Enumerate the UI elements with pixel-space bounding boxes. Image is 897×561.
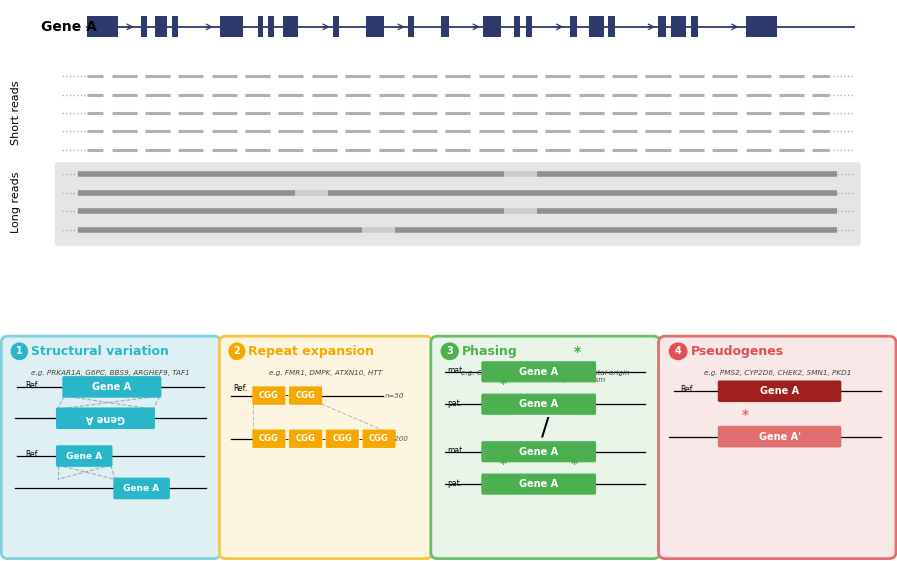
Bar — [658, 16, 666, 38]
FancyBboxPatch shape — [252, 387, 285, 404]
Text: 3: 3 — [447, 346, 453, 356]
Text: CGG: CGG — [296, 391, 316, 400]
Text: *: * — [500, 457, 507, 471]
Text: -: - — [358, 434, 362, 444]
FancyBboxPatch shape — [1, 336, 221, 559]
Text: Short reads: Short reads — [11, 81, 21, 145]
Bar — [514, 16, 519, 38]
Bar — [588, 16, 604, 38]
Text: Ref.: Ref. — [232, 384, 247, 393]
Circle shape — [12, 343, 28, 360]
Text: pat.: pat. — [448, 479, 463, 488]
Text: -: - — [284, 390, 289, 401]
FancyBboxPatch shape — [220, 336, 431, 559]
Circle shape — [229, 343, 245, 360]
Text: Gene A: Gene A — [66, 452, 102, 461]
Text: *: * — [742, 408, 748, 422]
FancyBboxPatch shape — [113, 477, 170, 499]
Text: Gene A: Gene A — [124, 484, 160, 493]
Text: CGG: CGG — [333, 434, 353, 443]
Text: *: * — [570, 457, 578, 471]
FancyBboxPatch shape — [55, 162, 861, 246]
Bar — [366, 16, 385, 38]
Text: Repeat expansion: Repeat expansion — [248, 345, 374, 358]
FancyBboxPatch shape — [326, 430, 359, 448]
Text: Ref.: Ref. — [26, 381, 40, 390]
Bar — [692, 16, 698, 38]
Bar — [268, 16, 274, 38]
Bar — [257, 16, 264, 38]
Text: Gene A: Gene A — [92, 382, 131, 392]
Bar — [408, 16, 414, 38]
Bar — [141, 16, 146, 38]
FancyBboxPatch shape — [289, 387, 322, 404]
Text: Pseudogenes: Pseudogenes — [691, 345, 784, 358]
Text: Gene A: Gene A — [519, 367, 558, 377]
Bar — [86, 16, 118, 38]
FancyBboxPatch shape — [431, 336, 660, 559]
Text: mat.: mat. — [448, 366, 466, 375]
Text: Phasing: Phasing — [462, 345, 518, 358]
Text: mat.: mat. — [448, 446, 466, 455]
Text: CGG: CGG — [259, 391, 279, 400]
Bar — [172, 16, 179, 38]
Text: e.g. PRKAR1A, G6PC, BBS9, ARGHEF9, TAF1: e.g. PRKAR1A, G6PC, BBS9, ARGHEF9, TAF1 — [31, 370, 190, 376]
Bar — [220, 16, 243, 38]
Text: /: / — [541, 416, 550, 440]
Text: Gene A: Gene A — [86, 413, 125, 423]
Bar — [155, 16, 167, 38]
Text: pat.: pat. — [448, 399, 463, 408]
Circle shape — [441, 343, 458, 360]
Text: e.g. PMS2, CYP2D6, CHEK2, SMN1, PKD1: e.g. PMS2, CYP2D6, CHEK2, SMN1, PKD1 — [703, 370, 851, 376]
Text: Long reads: Long reads — [11, 172, 21, 233]
Text: -: - — [321, 434, 326, 444]
Bar — [441, 16, 448, 38]
FancyBboxPatch shape — [56, 445, 112, 467]
FancyBboxPatch shape — [482, 441, 597, 462]
Text: Ref.: Ref. — [26, 450, 40, 459]
Text: n=50: n=50 — [385, 393, 404, 398]
Bar — [483, 16, 501, 38]
Text: Gene A: Gene A — [519, 447, 558, 457]
FancyBboxPatch shape — [289, 430, 322, 448]
Bar — [283, 16, 298, 38]
FancyBboxPatch shape — [718, 426, 841, 448]
Text: Ref.: Ref. — [681, 385, 694, 394]
FancyBboxPatch shape — [482, 394, 597, 415]
Text: *: * — [500, 377, 507, 391]
Text: Gene A': Gene A' — [759, 431, 800, 442]
Bar — [333, 16, 339, 38]
FancyBboxPatch shape — [56, 407, 155, 429]
Text: Gene A: Gene A — [519, 479, 558, 489]
FancyBboxPatch shape — [718, 380, 841, 402]
Text: Gene A: Gene A — [519, 399, 558, 409]
Text: Gene A: Gene A — [760, 386, 799, 396]
Text: *: * — [574, 344, 581, 358]
FancyBboxPatch shape — [658, 336, 896, 559]
Text: 1: 1 — [16, 346, 22, 356]
FancyBboxPatch shape — [62, 376, 161, 398]
Text: CGG: CGG — [369, 434, 389, 443]
Text: n>200: n>200 — [385, 436, 408, 442]
FancyBboxPatch shape — [482, 473, 597, 495]
Bar — [745, 16, 778, 38]
Bar — [570, 16, 577, 38]
Circle shape — [669, 343, 687, 360]
Text: e.g. Compound heterozygosity, Parental origin
of de novo mutations, Mosaicism: e.g. Compound heterozygosity, Parental o… — [461, 370, 630, 383]
Bar — [671, 16, 685, 38]
FancyBboxPatch shape — [362, 430, 396, 448]
Bar — [527, 16, 532, 38]
Text: -: - — [284, 434, 289, 444]
Text: Gene A: Gene A — [40, 20, 97, 34]
FancyBboxPatch shape — [482, 361, 597, 383]
Text: CGG: CGG — [296, 434, 316, 443]
Text: Structural variation: Structural variation — [31, 345, 169, 358]
Text: e.g. FMR1, DMPK, ATXN10, HTT: e.g. FMR1, DMPK, ATXN10, HTT — [269, 370, 382, 376]
Text: CGG: CGG — [259, 434, 279, 443]
Bar — [608, 16, 614, 38]
FancyBboxPatch shape — [252, 430, 285, 448]
Text: 4: 4 — [675, 346, 682, 356]
Text: 2: 2 — [233, 346, 240, 356]
